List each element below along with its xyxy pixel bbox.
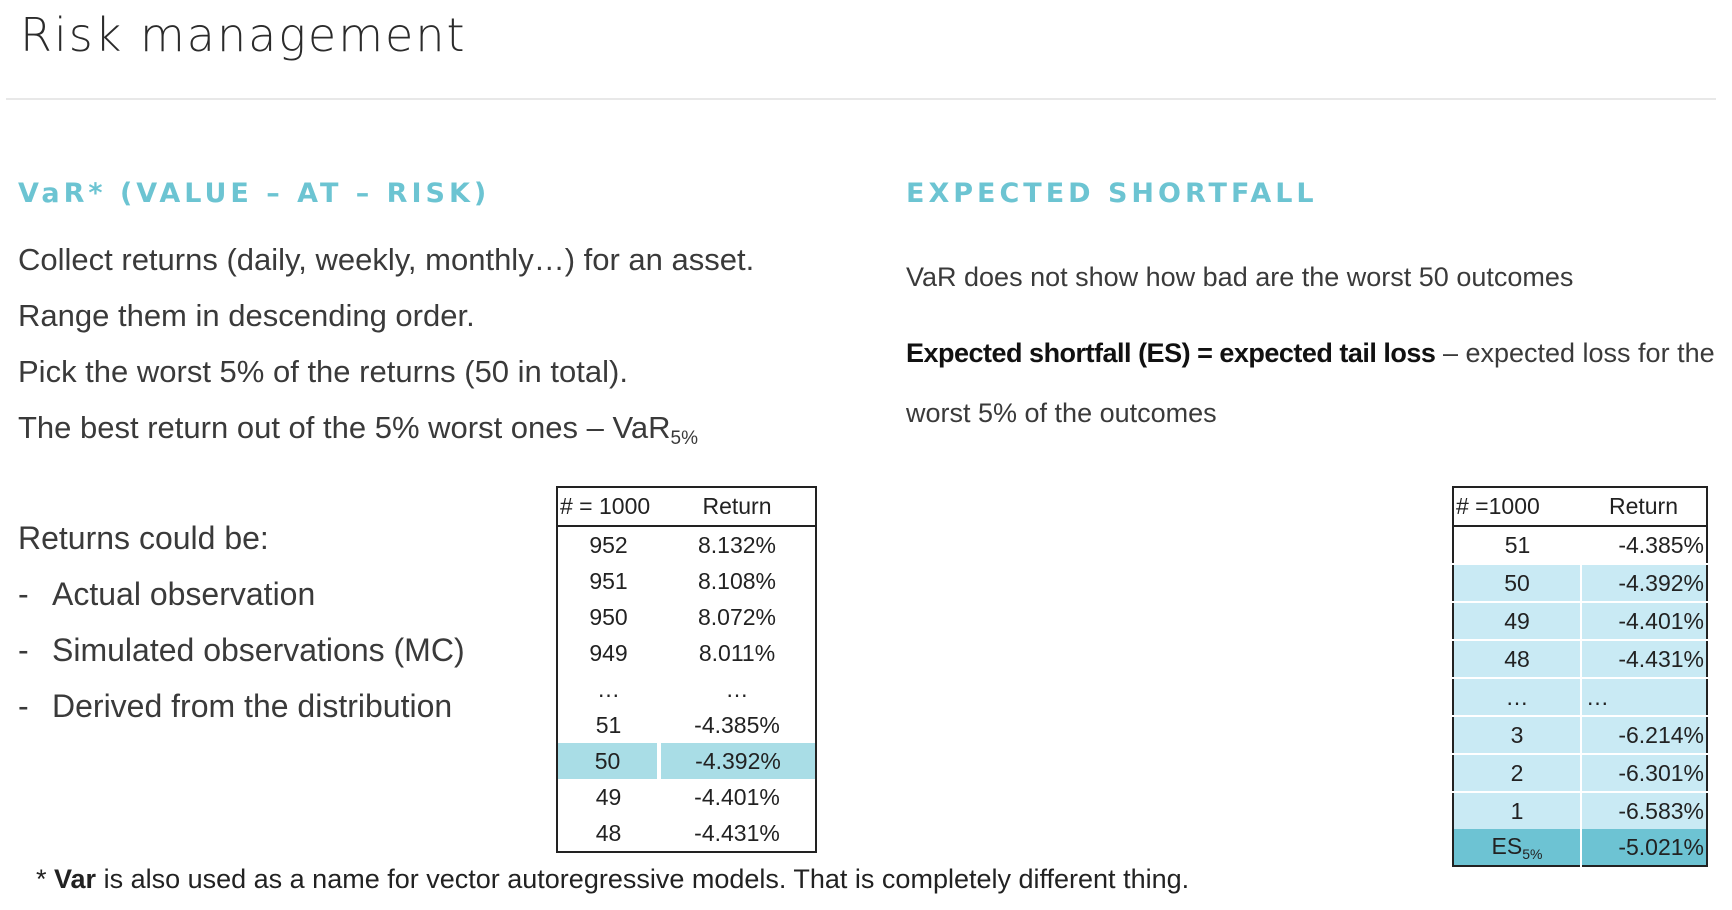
return-cell: -4.385% — [694, 711, 780, 738]
bullet-item: - Actual observation — [18, 576, 315, 613]
var-step-3: Pick the worst 5% of the returns (50 in … — [18, 354, 628, 389]
title-divider — [6, 98, 1716, 100]
table-header-count: # =1000 — [1453, 487, 1581, 527]
table-row-tail: 48 -4.431% — [1453, 639, 1707, 678]
es-label-sub: 5% — [1522, 845, 1543, 862]
var-step-2: Range them in descending order. — [18, 298, 475, 333]
rank-cell: 2 — [1453, 753, 1582, 792]
es-line-1: VaR does not show how bad are the worst … — [906, 262, 1574, 292]
var-step-4-text: The best return out of the 5% worst ones… — [18, 410, 671, 445]
table-row-es: ES5% -5.021% — [1453, 829, 1707, 866]
return-cell: … — [725, 675, 749, 702]
rank-cell: … — [1453, 677, 1582, 716]
table-row: 952 8.132% — [557, 526, 816, 563]
rank-cell: 949 — [589, 639, 628, 666]
return-cell: -4.401% — [694, 783, 780, 810]
table-row: 49 -4.401% — [557, 779, 816, 815]
var-step-4: The best return out of the 5% worst ones… — [18, 410, 698, 450]
bullet-item: - Derived from the distribution — [18, 688, 452, 725]
return-cell: … — [1581, 677, 1707, 716]
footnote-star: * — [36, 864, 55, 894]
rank-cell: 950 — [589, 603, 628, 630]
return-cell: 8.132% — [697, 531, 776, 558]
bullet-text: Derived from the distribution — [52, 688, 453, 724]
es-label-cell: ES5% — [1453, 829, 1582, 866]
rank-cell: 48 — [1453, 639, 1582, 678]
table-row-tail: 1 -6.583% — [1453, 791, 1707, 829]
table-header-return: Return — [1581, 487, 1707, 527]
footnote-bold: Var — [54, 864, 97, 894]
es-returns-table: # =1000 Return 51 -4.385% 50 -4.392% 49 -4.… — [1452, 486, 1708, 867]
table-header-return: Return — [659, 487, 816, 527]
rank-cell: 952 — [589, 531, 628, 558]
es-heading: EXPECTED SHORTFALL — [906, 178, 1318, 209]
table-row-tail: 3 -6.214% — [1453, 715, 1707, 754]
rank-cell: … — [597, 675, 620, 702]
bullet-dash: - — [18, 688, 29, 724]
return-cell: -4.431% — [1581, 639, 1707, 678]
table-row-tail: …… — [1453, 677, 1707, 716]
bullet-dash: - — [18, 576, 29, 612]
page-title: Risk management — [20, 8, 467, 62]
var-step-4-sub: 5% — [670, 428, 698, 449]
table-row: …… — [557, 671, 816, 707]
rank-cell: 49 — [595, 783, 622, 810]
rank-cell: 3 — [1453, 715, 1582, 754]
rank-cell: 51 — [595, 711, 622, 738]
es-label: ES — [1491, 832, 1523, 859]
bullet-text: Actual observation — [52, 576, 316, 612]
es-value-cell: -5.021% — [1581, 829, 1707, 866]
var-returns-table: # = 1000 Return 952 8.132% 951 8.108% 950 8… — [556, 486, 817, 853]
return-cell: 8.011% — [698, 639, 776, 666]
es-definition-rest: – expected loss for the — [1435, 338, 1715, 368]
table-header-row: # = 1000 Return — [557, 487, 816, 527]
rank-cell: 50 — [557, 743, 661, 779]
table-row: 950 8.072% — [557, 599, 816, 635]
bullet-text: Simulated observations (MC) — [52, 632, 465, 668]
table-row: 949 8.011% — [557, 635, 816, 671]
rank-cell: 50 — [1453, 563, 1582, 602]
table-header-row: # =1000 Return — [1453, 487, 1707, 527]
es-definition-line-2: worst 5% of the outcomes — [906, 398, 1217, 428]
footnote-text: is also used as a name for vector autore… — [96, 864, 1190, 894]
table-row: 51 -4.385% — [557, 707, 816, 743]
table-header-count: # = 1000 — [557, 487, 659, 527]
bullet-dash: - — [18, 632, 29, 668]
table-row: 48 -4.431% — [557, 815, 816, 852]
var-heading: VaR* (VALUE – AT – RISK) — [18, 178, 491, 209]
return-cell: -4.431% — [694, 819, 780, 846]
table-row: 951 8.108% — [557, 563, 816, 599]
table-row-tail: 50 -4.392% — [1453, 563, 1707, 602]
return-cell: -4.385% — [1618, 531, 1704, 558]
return-cell: -4.392% — [1581, 563, 1707, 602]
return-cell: -6.301% — [1581, 753, 1707, 792]
table-row-var-highlight: 50 -4.392% — [557, 743, 816, 779]
var-step-1: Collect returns (daily, weekly, monthly…… — [18, 242, 755, 277]
footnote: * Var is also used as a name for vector … — [36, 864, 1189, 895]
table-row-tail: 2 -6.301% — [1453, 753, 1707, 792]
rank-cell: 1 — [1453, 791, 1582, 829]
es-definition-bold: Expected shortfall (ES) = expected tail … — [906, 338, 1436, 368]
rank-cell: 51 — [1504, 531, 1531, 558]
rank-cell: 951 — [589, 567, 628, 594]
table-row: 51 -4.385% — [1453, 526, 1707, 564]
es-definition: Expected shortfall (ES) = expected tail … — [906, 338, 1715, 369]
return-cell: -4.401% — [1581, 601, 1707, 640]
return-cell: 8.108% — [697, 567, 776, 594]
table-row-tail: 49 -4.401% — [1453, 601, 1707, 640]
bullet-item: - Simulated observations (MC) — [18, 632, 465, 669]
rank-cell: 49 — [1453, 601, 1582, 640]
return-cell: -6.214% — [1581, 715, 1707, 754]
return-cell: -4.392% — [659, 743, 816, 779]
return-cell: -6.583% — [1581, 791, 1707, 829]
return-cell: 8.072% — [697, 603, 776, 630]
returns-intro: Returns could be: — [18, 520, 269, 556]
rank-cell: 48 — [595, 819, 622, 846]
